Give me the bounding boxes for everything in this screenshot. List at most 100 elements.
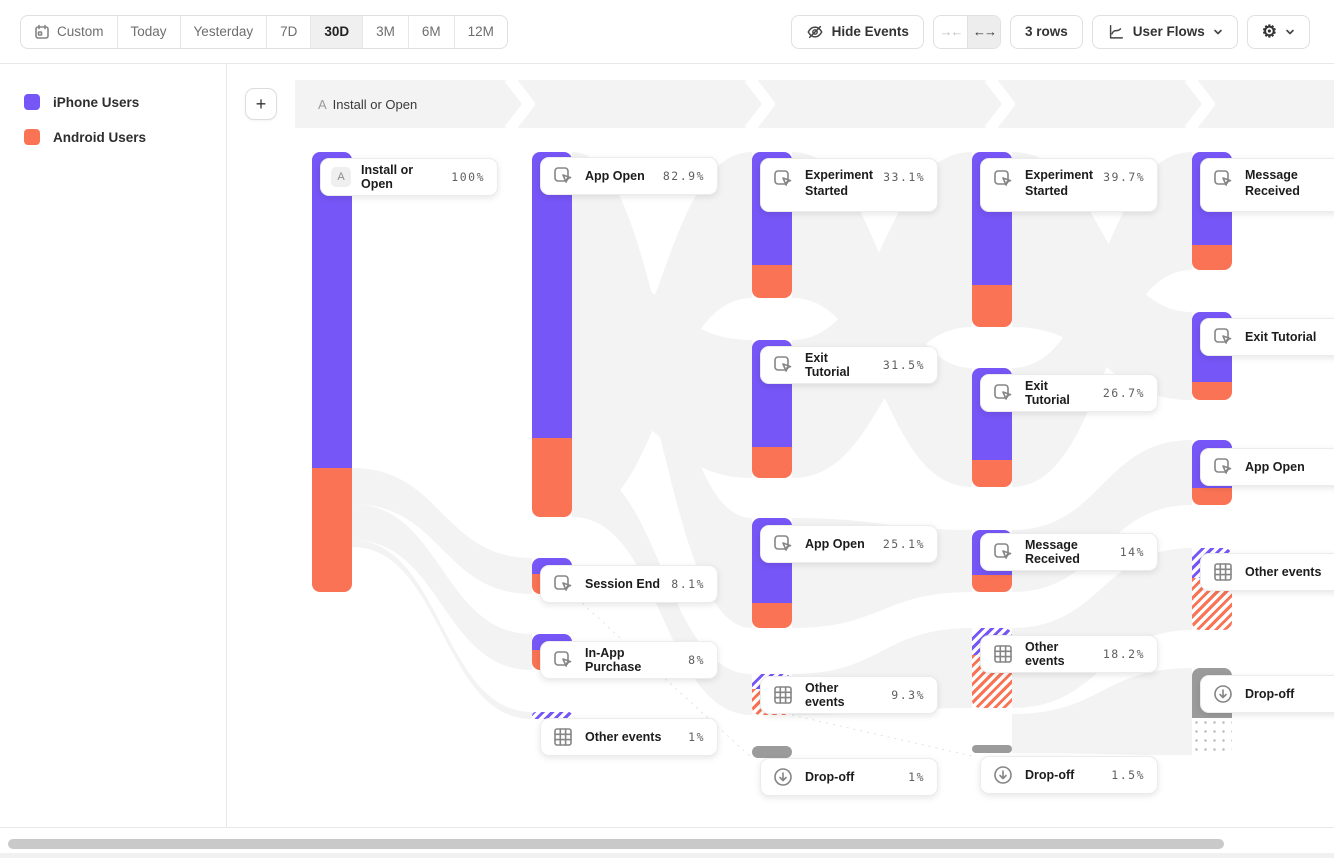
flow-node-card[interactable]: App Open 82.9% (540, 157, 718, 195)
view-selector-button[interactable]: User Flows (1091, 14, 1238, 49)
flow-node-card[interactable]: Session End 8.1% (540, 565, 718, 603)
scrollbar-thumb[interactable] (8, 839, 1224, 849)
click-event-icon (1211, 455, 1235, 479)
grid-events-icon (551, 725, 575, 749)
date-range-30d[interactable]: 30D (310, 15, 363, 48)
grid-events-icon (991, 642, 1015, 666)
flow-step-band[interactable]: A Install or Open (295, 80, 1334, 128)
date-range-selector: Custom Today Yesterday 7D 30D 3M 6M 12M (20, 14, 508, 49)
workspace: iPhone Users Android Users (0, 64, 1334, 828)
flow-node-card[interactable]: Experiment Started 33.1% (760, 158, 938, 212)
flow-node-card[interactable]: Other events 1% (540, 718, 718, 756)
node-label: App Open (585, 169, 645, 183)
chevron-down-icon (1286, 29, 1294, 34)
flow-bar[interactable] (532, 712, 572, 719)
node-label: Install or Open (361, 163, 414, 191)
node-value: 1.5% (1111, 768, 1145, 782)
click-event-icon (991, 540, 1015, 564)
plus-icon: + (255, 93, 267, 114)
node-value: 1% (688, 730, 705, 744)
node-label: Drop-off (1245, 687, 1295, 701)
click-event-icon (771, 167, 795, 191)
flow-bar[interactable] (752, 746, 792, 758)
legend-label: Android Users (53, 129, 147, 145)
rows-button[interactable]: 3 rows (1009, 14, 1083, 49)
click-event-icon (551, 164, 575, 188)
scrollbar-track (0, 853, 1334, 858)
toolbar-right: Hide Events →← ←→ 3 rows User Flows ⚙ (790, 14, 1310, 49)
add-step-button[interactable]: + (245, 88, 277, 120)
flow-node-card[interactable]: Exit Tutorial (1200, 318, 1334, 356)
flow-node-card[interactable]: Other events 18.2% (980, 635, 1158, 673)
flow-node-card[interactable]: Message Received 14% (980, 533, 1158, 571)
flow-step-label: A Install or Open (318, 96, 418, 112)
flow-node-card[interactable]: Other events 9.3% (760, 676, 938, 714)
node-value: 26.7% (1102, 386, 1145, 400)
legend-item-iphone-users[interactable]: iPhone Users (24, 94, 226, 110)
grid-events-icon (1211, 560, 1235, 584)
flow-node-card[interactable]: A Install or Open 100% (320, 158, 498, 196)
flow-node-card[interactable]: App Open 25.1% (760, 525, 938, 563)
flow-canvas: + A Install or Open (227, 64, 1334, 827)
date-range-12m[interactable]: 12M (453, 15, 507, 48)
node-label: Message Received (1245, 168, 1300, 199)
collapse-columns-icon[interactable]: →← (939, 24, 963, 39)
drop-off-icon (991, 763, 1015, 787)
flow-node-card[interactable]: Exit Tutorial 26.7% (980, 374, 1158, 412)
legend-item-android-users[interactable]: Android Users (24, 129, 226, 145)
collapse-expand-toggle: →← ←→ (932, 14, 1001, 49)
flow-node-card[interactable]: Drop-off (1200, 675, 1334, 713)
flow-node-card[interactable]: Experiment Started 39.7% (980, 158, 1158, 212)
node-value: 31.5% (882, 358, 925, 372)
date-range-6m[interactable]: 6M (407, 15, 454, 48)
legend-sidebar: iPhone Users Android Users (0, 64, 227, 827)
node-value: 33.1% (883, 170, 926, 184)
node-label: Drop-off (1025, 768, 1075, 782)
flow-node-card[interactable]: Other events (1200, 553, 1334, 591)
iphone-users-swatch (24, 94, 40, 110)
hide-events-button[interactable]: Hide Events (790, 14, 924, 49)
flow-node-card[interactable]: App Open (1200, 448, 1334, 486)
horizontal-scrollbar[interactable] (0, 828, 1334, 858)
node-value: 9.3% (891, 688, 925, 702)
node-label: Other events (1245, 565, 1322, 579)
step-chevron-icon (1185, 80, 1215, 128)
flow-node-card[interactable]: Exit Tutorial 31.5% (760, 346, 938, 384)
drop-off-icon (771, 765, 795, 789)
node-value: 18.2% (1102, 647, 1145, 661)
flow-bar[interactable] (972, 745, 1012, 753)
flow-bar[interactable] (312, 152, 352, 592)
flow-node-card[interactable]: Message Received (1200, 158, 1334, 212)
date-range-yesterday[interactable]: Yesterday (179, 15, 267, 48)
toolbar: Custom Today Yesterday 7D 30D 3M 6M 12M … (0, 0, 1334, 64)
node-label: Other events (585, 730, 662, 744)
node-label: Message Received (1025, 538, 1080, 566)
node-value: 8% (688, 653, 705, 667)
date-range-today[interactable]: Today (116, 15, 180, 48)
step-badge: A (331, 167, 351, 187)
click-event-icon (991, 381, 1015, 405)
flow-bar[interactable] (532, 152, 572, 517)
click-event-icon (771, 353, 795, 377)
node-label: Other events (1025, 640, 1065, 668)
node-label: In-App Purchase (585, 646, 642, 674)
node-label: Session End (585, 577, 661, 591)
android-users-swatch (24, 129, 40, 145)
node-value: 100% (451, 170, 485, 184)
node-label: Experiment Started (1025, 168, 1094, 199)
flow-node-card[interactable]: In-App Purchase 8% (540, 641, 718, 679)
date-range-3m[interactable]: 3M (362, 15, 408, 48)
gear-icon: ⚙ (1261, 22, 1277, 41)
eye-off-icon (807, 25, 823, 38)
date-range-7d[interactable]: 7D (266, 15, 310, 48)
flow-node-card[interactable]: Drop-off 1% (760, 758, 938, 796)
node-label: App Open (1245, 460, 1305, 474)
expand-columns-icon[interactable]: ←→ (966, 15, 1000, 48)
node-value: 14% (1119, 545, 1145, 559)
date-range-custom[interactable]: Custom (21, 16, 117, 48)
settings-button[interactable]: ⚙ (1246, 14, 1310, 49)
flow-node-card[interactable]: Drop-off 1.5% (980, 756, 1158, 794)
node-label: App Open (805, 537, 865, 551)
click-event-icon (551, 648, 575, 672)
legend-label: iPhone Users (53, 94, 140, 110)
